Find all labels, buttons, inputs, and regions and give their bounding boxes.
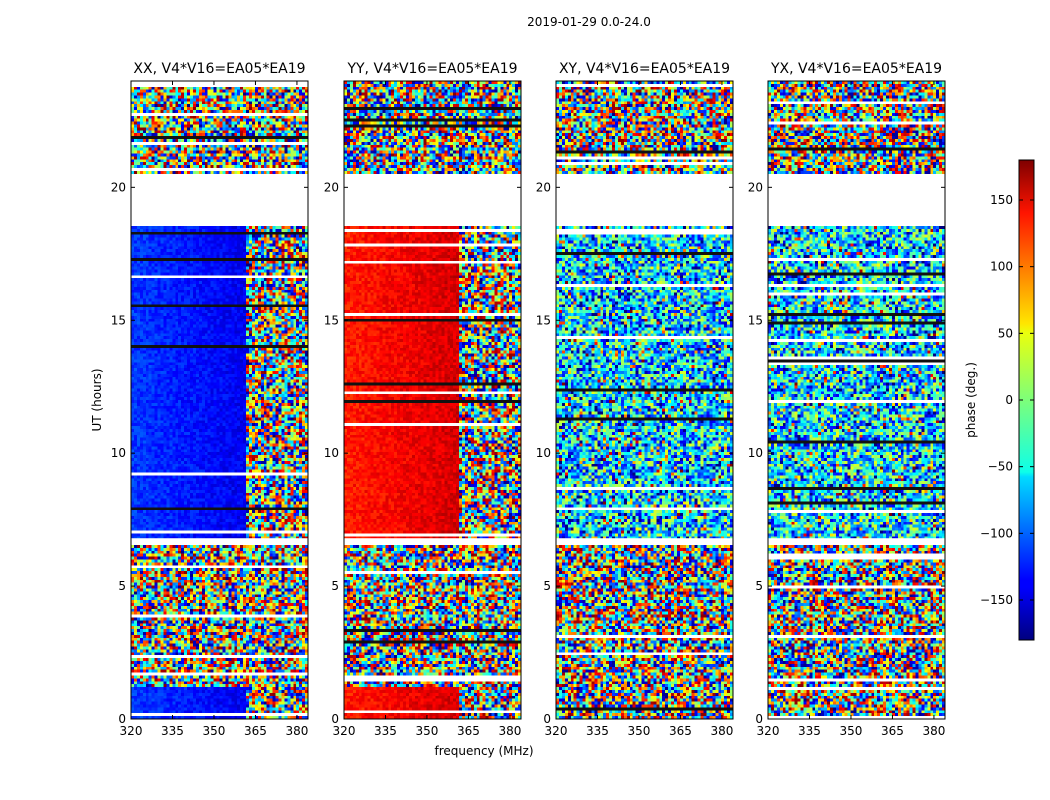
x-tick-label: 365: [244, 724, 267, 738]
y-tick-label: 5: [331, 579, 339, 593]
x-tick-label: 380: [285, 724, 308, 738]
x-tick-label: 380: [710, 724, 733, 738]
plot-frame: [555, 80, 734, 720]
plot-frame: [343, 80, 522, 720]
y-tick-label: 5: [755, 579, 763, 593]
x-tick-label: 320: [757, 724, 780, 738]
y-tick-label: 20: [324, 180, 339, 194]
colorbar-tick-label: −50: [988, 460, 1013, 474]
flagged-gap: [768, 174, 945, 225]
colorbar-tick-label: 50: [998, 326, 1013, 340]
flagged-gap: [768, 538, 945, 544]
plot-frame: [767, 80, 946, 720]
y-tick-label: 10: [111, 446, 126, 460]
x-tick-label: 365: [457, 724, 480, 738]
y-tick-label: 20: [536, 180, 551, 194]
colorbar-tick-label: 100: [990, 260, 1013, 274]
flagged-gap: [556, 174, 733, 225]
colorbar: 150 100 50 0 −50 −100 −150 phase (deg.): [964, 159, 1035, 641]
y-tick-label: 0: [331, 712, 339, 726]
y-tick-label: 15: [748, 313, 763, 327]
plot-frame: [130, 80, 309, 720]
flagged-gap: [131, 538, 308, 544]
panel-title: YY, V4*V16=EA05*EA19: [346, 61, 517, 77]
flagged-gap: [556, 538, 733, 544]
y-tick-label: 20: [748, 180, 763, 194]
panel-title: YX, V4*V16=EA05*EA19: [770, 61, 942, 77]
y-tick-label: 10: [748, 446, 763, 460]
flagged-gap: [344, 174, 521, 225]
x-tick-label: 335: [161, 724, 184, 738]
panel: YY, V4*V16=EA05*EA19 320 335 350 365 380 0 5 10 1…: [324, 61, 522, 738]
x-tick-label: 365: [669, 724, 692, 738]
x-tick-label: 365: [881, 724, 904, 738]
flagged-gap: [344, 538, 521, 544]
y-tick-label: 0: [755, 712, 763, 726]
panel: YX, V4*V16=EA05*EA19 320 335 350 365 380 0 5 10 1…: [748, 61, 946, 738]
figure-suptitle: 2019-01-29 0.0-24.0: [527, 15, 651, 29]
panel-title: XY, V4*V16=EA05*EA19: [559, 61, 730, 77]
x-tick-label: 320: [545, 724, 568, 738]
flagged-gap: [131, 174, 308, 225]
y-tick-label: 0: [118, 712, 126, 726]
colorbar-tick-label: 0: [1005, 393, 1013, 407]
panels: XX, V4*V16=EA05*EA19 320 335 350 365 380 0 5 10 1…: [111, 61, 946, 738]
x-tick-label: 335: [586, 724, 609, 738]
y-tick-label: 15: [324, 313, 339, 327]
y-tick-label: 20: [111, 180, 126, 194]
panel-title: XX, V4*V16=EA05*EA19: [133, 61, 305, 77]
y-tick-label: 15: [111, 313, 126, 327]
colorbar-tick-label: −150: [980, 593, 1013, 607]
y-tick-label: 10: [324, 446, 339, 460]
colorbar-tick-label: −100: [980, 526, 1013, 540]
x-tick-label: 320: [333, 724, 356, 738]
panel: XX, V4*V16=EA05*EA19 320 335 350 365 380 0 5 10 1…: [111, 61, 309, 738]
panel: XY, V4*V16=EA05*EA19 320 335 350 365 380 0 5 10 1…: [536, 61, 734, 738]
colorbar-tick-label: 150: [990, 193, 1013, 207]
x-tick-label: 350: [203, 724, 226, 738]
y-tick-label: 15: [536, 313, 551, 327]
y-tick-label: 0: [543, 712, 551, 726]
x-tick-label: 320: [120, 724, 143, 738]
y-tick-label: 5: [118, 579, 126, 593]
x-tick-label: 350: [416, 724, 439, 738]
colorbar-label: phase (deg.): [964, 362, 978, 438]
y-tick-label: 10: [536, 446, 551, 460]
y-tick-label: 5: [543, 579, 551, 593]
y-axis-label: UT (hours): [90, 368, 104, 431]
x-tick-label: 350: [840, 724, 863, 738]
x-tick-label: 350: [628, 724, 651, 738]
colorbar-ticks: 150 100 50 0 −50 −100 −150: [980, 193, 1034, 607]
x-tick-label: 380: [498, 724, 521, 738]
x-tick-label: 335: [374, 724, 397, 738]
x-axis-label: frequency (MHz): [434, 744, 533, 758]
x-tick-label: 380: [922, 724, 945, 738]
x-tick-label: 335: [798, 724, 821, 738]
